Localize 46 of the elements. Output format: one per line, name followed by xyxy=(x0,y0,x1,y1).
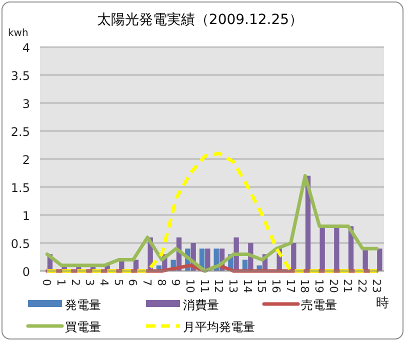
x-tick-label: 12 xyxy=(212,279,226,293)
x-tick-label: 6 xyxy=(126,279,140,286)
legend-label: 売電量 xyxy=(301,298,337,312)
x-tick-label: 14 xyxy=(240,279,254,293)
x-tick-label: 19 xyxy=(312,279,326,293)
x-tick-label: 21 xyxy=(341,279,354,293)
x-axis-title: 時 xyxy=(376,296,389,311)
x-tick-label: 17 xyxy=(284,279,297,293)
line-series xyxy=(45,174,379,273)
y-tick-label: 1.5 xyxy=(10,181,30,195)
line-series xyxy=(45,152,379,273)
legend-label: 月平均発電量 xyxy=(183,320,255,334)
x-tick-label: 0 xyxy=(40,279,54,286)
legend-label: 買電量 xyxy=(65,320,101,334)
x-tick-label: 23 xyxy=(370,279,383,293)
x-tick-label: 3 xyxy=(83,279,96,286)
x-tick-label: 22 xyxy=(356,279,368,293)
x-tick-label: 16 xyxy=(270,279,282,293)
legend-label: 発電量 xyxy=(65,298,101,312)
x-tick-label: 1 xyxy=(54,279,68,286)
y-axis-title: kwh xyxy=(8,28,28,39)
y-tick-label: 2.5 xyxy=(10,125,30,139)
x-tick-label: 7 xyxy=(140,279,154,286)
bar xyxy=(320,226,325,271)
x-tick-label: 9 xyxy=(169,279,182,286)
x-tick-label: 10 xyxy=(184,279,196,293)
x-tick-label: 8 xyxy=(154,279,168,286)
y-tick-label: 3.5 xyxy=(10,69,30,83)
bar xyxy=(334,226,340,271)
y-tick-label: 4 xyxy=(22,41,30,55)
y-tick-label: 2 xyxy=(22,153,30,167)
x-tick-label: 5 xyxy=(112,279,125,286)
bar xyxy=(377,248,382,271)
y-tick-label: 1 xyxy=(22,209,30,223)
x-tick-label: 20 xyxy=(326,279,340,293)
x-tick-label: 18 xyxy=(298,279,312,293)
x-tick-label: 4 xyxy=(98,279,110,286)
x-tick-label: 11 xyxy=(198,279,211,293)
x-tick-label: 2 xyxy=(68,279,82,286)
x-tick-label: 13 xyxy=(226,279,240,293)
chart-title: 太陽光発電実績（2009.12.25） xyxy=(96,12,304,28)
y-tick-label: 3 xyxy=(22,97,30,111)
bar xyxy=(291,243,296,271)
legend-label: 消費量 xyxy=(183,298,219,312)
x-tick-label: 15 xyxy=(255,279,268,293)
y-tick-label: 0.5 xyxy=(10,237,30,251)
